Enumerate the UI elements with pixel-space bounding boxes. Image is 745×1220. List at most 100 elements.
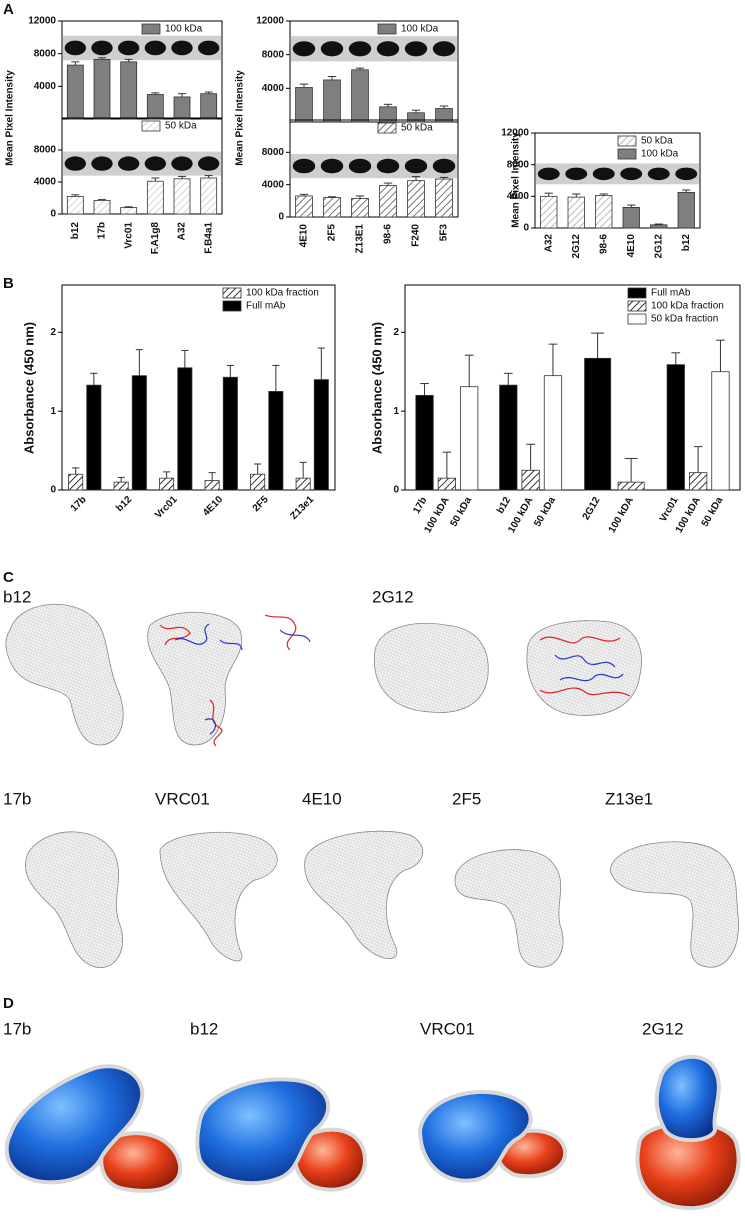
x-tick-label: 50 kDa [448,495,474,529]
structure-label: Z13e1 [605,789,653,808]
legend-swatch [627,287,647,299]
x-tick-label: 2F5 [327,224,338,242]
plot-frame [534,132,701,229]
legend-label: 100 kDa fraction [246,288,319,299]
bar [68,473,84,491]
blot-strip [63,151,221,176]
legend-swatch [222,287,242,299]
y-tick-label: 0 [50,209,56,220]
bar [93,199,111,215]
y-tick-label: 4000 [262,83,285,94]
bar [159,477,175,491]
panel-label: B [3,275,14,292]
bar [173,96,191,120]
bar [146,94,164,120]
bar [113,481,129,491]
y-tick-label: 12000 [501,128,529,139]
bar [200,93,218,120]
bar [499,384,518,491]
structure-label: VRC01 [420,1019,475,1038]
structure-label: 17b [3,789,31,808]
y-tick-label: 8000 [34,145,57,156]
blot-band [144,40,166,56]
blot-strip [536,163,699,185]
blot-band [675,167,698,181]
bar [407,112,425,123]
blot-band [198,156,220,171]
y-tick-label: 0 [393,485,399,496]
bar [584,357,612,491]
em-map [304,830,423,960]
blot-band [320,158,344,174]
bar [295,477,311,491]
legend-swatch [222,300,242,312]
y-tick-label: 8000 [34,48,57,59]
bar [295,195,313,218]
blot-band [348,41,372,57]
x-tick-label: Vrc01 [658,495,681,524]
x-tick-label: 50 kDa [700,495,726,529]
surface-model [4,1064,145,1185]
bar [650,224,668,229]
legend-swatch [141,23,161,35]
blot-band [292,41,316,57]
legend-label: Full mAb [246,301,286,312]
structure-label: 2G12 [372,587,414,606]
plot-frame [289,20,459,123]
x-tick-label: 100 kDA [607,495,636,535]
bar [543,375,563,491]
legend-label: 100 kDa fraction [651,301,724,312]
bar [86,384,102,491]
x-tick-label: b12 [681,234,692,252]
x-tick-label: 2G12 [653,234,664,259]
legend-label: 100 kDa [641,149,679,160]
x-tick-label: b12 [70,222,81,240]
y-tick-label: 0 [50,485,56,496]
ribbons [159,614,631,747]
y-tick-label: 8000 [262,49,285,60]
blot-band [91,40,113,56]
bar [415,394,434,491]
x-tick-label: 17b [97,222,108,239]
x-tick-label: 5F3 [439,224,450,242]
x-tick-label: 4E10 [299,224,310,248]
y-tick-label: 1 [393,406,399,417]
surface-models [4,1054,741,1211]
blot-band [64,40,87,56]
blot-band [171,156,193,171]
x-tick-label: F.B4a1 [203,222,214,254]
y-tick-label: 4000 [34,81,57,92]
surface-model [292,1127,368,1192]
bar [622,207,640,229]
x-tick-label: b12 [114,494,134,514]
y-axis-label: Mean Pixel Intensity [511,132,522,228]
structure-label: 2F5 [452,789,481,808]
blot-band [565,167,588,181]
x-tick-label: 17b [411,495,429,515]
x-tick-label: Vrc01 [153,494,180,521]
bar [677,191,695,229]
y-tick-label: 0 [523,223,529,234]
bar [407,180,425,218]
blot-strip [291,153,457,179]
bar [131,375,147,491]
blot-band [404,41,428,57]
bar [173,178,191,215]
x-tick-label: A32 [543,234,554,253]
surface-model [99,1131,183,1193]
legend-label: 50 kDa [401,123,433,134]
structure-label: VRC01 [155,789,210,808]
legend-label: Full mAb [651,288,691,299]
blot-band [620,167,643,181]
blot-strip [291,36,457,62]
blot-band [171,40,193,56]
legend-label: 50 kDa fraction [651,314,718,325]
plot-frame [61,117,223,215]
blot-band [292,158,316,174]
bar [66,64,84,120]
bar [146,180,164,215]
bar [460,386,479,491]
x-tick-label: Vrc01 [123,222,134,249]
y-tick-label: 2 [50,327,56,338]
surface-model [417,1089,533,1183]
